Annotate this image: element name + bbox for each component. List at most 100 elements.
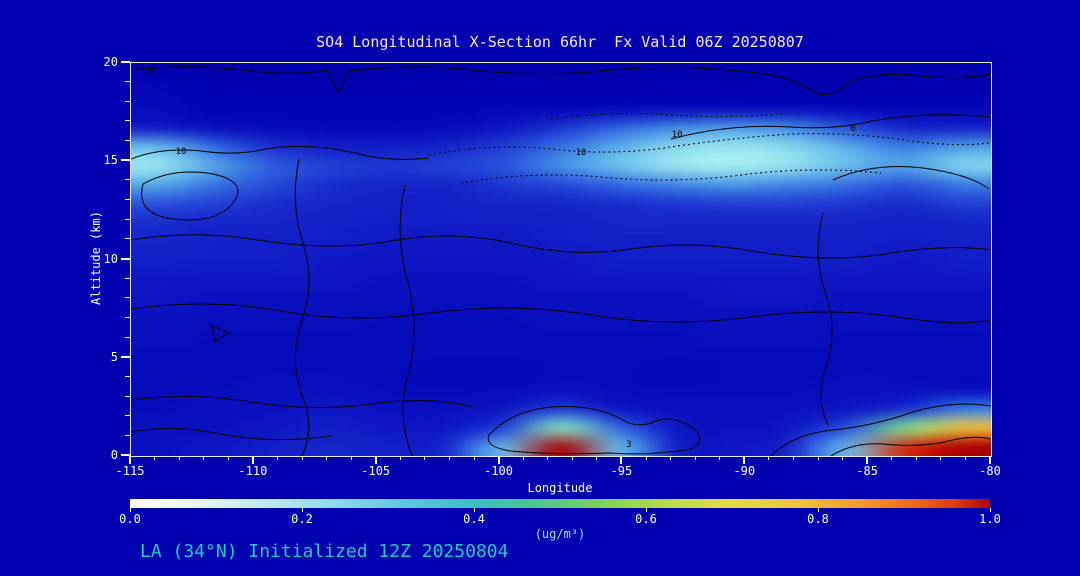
x-tick-label: -90 [733,464,756,478]
contour-line-dotted [460,169,882,184]
y-minor-tick [125,434,130,436]
x-minor-tick [473,456,475,460]
x-tick-label: -115 [115,464,145,478]
x-tick-mark [866,456,869,464]
x-minor-tick [326,456,328,460]
contour-line [210,324,231,342]
x-tick-mark [129,456,131,464]
footer-text: LA (34°N) Initialized 12Z 20250804 [140,541,509,562]
x-axis-label: Longitude [527,481,593,495]
contour-label: 0 [850,124,855,134]
y-minor-tick [125,179,130,181]
contour-label: 10 [576,148,587,158]
y-tick-mark [121,159,130,162]
y-tick-label: 15 [103,153,118,168]
colorbar-tick-label: 0.2 [291,512,313,526]
y-tick-label: 10 [103,251,118,266]
contour-label: 3 [626,440,631,450]
contour-line [294,158,310,456]
x-tick-label: -100 [484,464,514,478]
x-minor-tick [768,456,770,460]
x-tick-mark [743,456,746,464]
x-minor-tick [645,456,647,460]
contour-label: 10 [672,130,683,140]
y-minor-tick [125,415,130,417]
y-minor-tick [125,277,130,279]
colorbar-tick-label: 0.0 [119,512,141,526]
x-minor-tick [399,456,401,460]
x-minor-tick [915,456,917,460]
x-minor-tick [203,456,205,460]
y-minor-tick [125,120,130,122]
contour-line [131,395,474,409]
colorbar-tick-label: 1.0 [979,512,1001,526]
contour-line [131,66,991,95]
x-minor-tick [940,456,942,460]
x-minor-tick [547,456,549,460]
y-minor-tick [125,218,130,220]
y-minor-tick [125,297,130,299]
x-minor-tick [522,456,524,460]
contour-line-dotted [428,133,990,156]
y-tick-mark [121,257,130,260]
x-minor-tick [154,456,156,460]
y-tick-mark [121,355,130,358]
x-minor-tick [178,456,180,460]
contour-line [131,234,991,259]
x-minor-tick [276,456,278,460]
y-tick-mark [121,454,130,456]
heatmap-canvas [131,63,991,456]
y-tick-label: 0 [110,448,118,462]
x-minor-tick [350,456,352,460]
contour-line [817,212,833,426]
colorbar-tick-mark [129,508,131,512]
colorbar-tick-mark [645,508,647,512]
y-tick-label: 20 [103,55,118,69]
x-tick-label: -85 [856,464,878,478]
plot-area: 0 10 10 10 0 3 [130,62,992,457]
chart-title: SO4 Longitudinal X-Section 66hr Fx Valid… [316,33,804,51]
contour-line [131,427,332,441]
x-minor-tick [964,456,966,460]
y-minor-tick [125,395,130,397]
contour-line [141,171,239,221]
x-minor-tick [891,456,893,460]
colorbar-tick-label: 0.8 [807,512,829,526]
y-minor-tick [125,336,130,338]
x-tick-mark [497,456,500,464]
x-minor-tick [448,456,450,460]
contour-line [830,436,991,456]
y-tick-label: 5 [110,349,118,364]
colorbar-tick-mark [301,508,303,512]
x-tick-label: -80 [979,464,1001,478]
contour-line [670,114,991,140]
x-tick-label: -105 [361,464,391,478]
x-tick-mark [374,456,377,464]
x-tick-mark [620,456,623,464]
x-minor-tick [424,456,426,460]
contour-label: 10 [176,147,187,157]
y-minor-tick [125,100,130,102]
colorbar-tick-label: 0.6 [635,512,657,526]
y-minor-tick [125,199,130,201]
contour-label: 0 [148,67,153,77]
x-minor-tick [227,456,229,460]
contour-line [131,303,991,324]
contour-line [399,184,415,456]
x-minor-tick [719,456,721,460]
colorbar-tick-label: 0.4 [463,512,485,526]
contour-line [770,403,991,456]
y-minor-tick [125,316,130,318]
colorbar-tick-mark [473,508,475,512]
contour-line [832,166,990,190]
colorbar-tick-mark [817,508,819,512]
x-minor-tick [817,456,819,460]
contour-line-dotted [550,112,792,120]
x-tick-label: -95 [610,464,633,478]
x-tick-mark [251,456,254,464]
y-minor-tick [125,140,130,142]
y-minor-tick [125,375,130,377]
x-minor-tick [670,456,672,460]
colorbar-units: (ug/m³) [534,527,586,541]
